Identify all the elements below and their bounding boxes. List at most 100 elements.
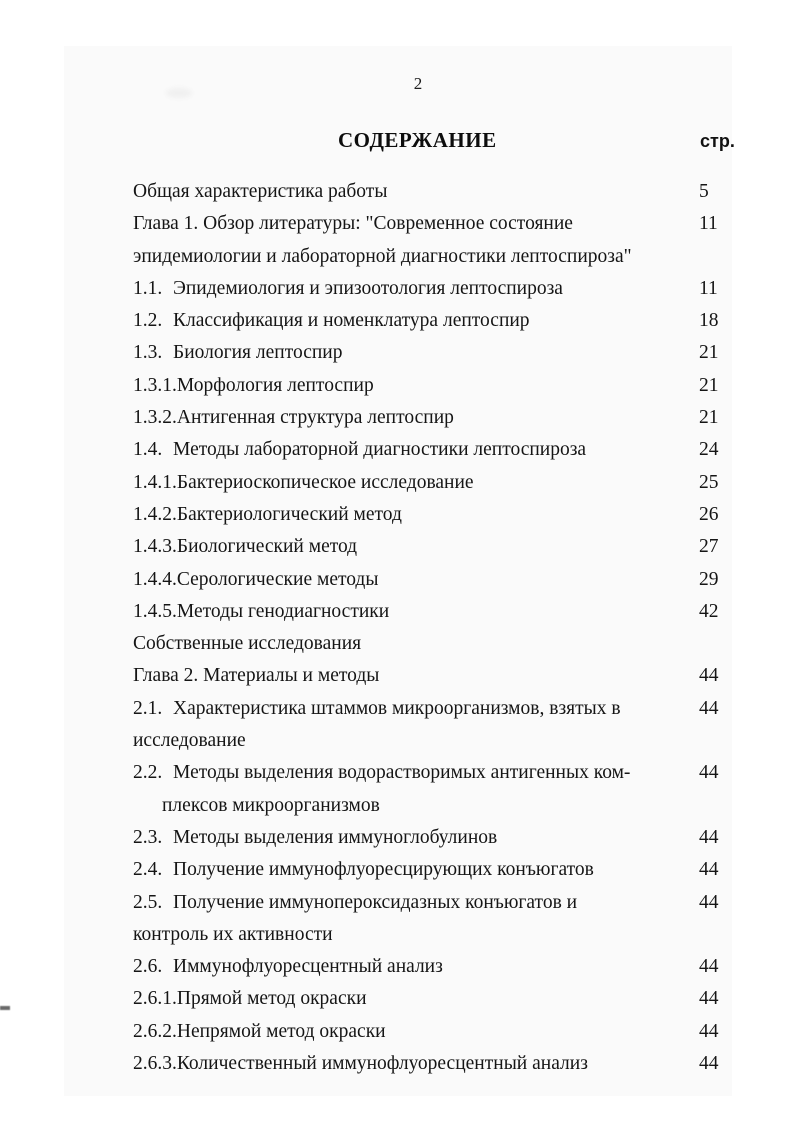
toc-entry-label: Биология лептоспир [173,342,343,364]
toc-entry-label: Бактериологический метод [176,503,402,525]
toc-entry-label: Антигенная структура лептоспир [176,407,454,429]
toc-entry-page: 21 [699,374,719,396]
toc-entry: 1.2. Классификация и номенклатура лептосп… [133,305,773,337]
toc-entry: 2.4. Получение иммунофлуоресцирующих конъ… [133,854,773,886]
toc-entry: 1.3. Биология лептоспир 21 [133,337,773,369]
toc-entry-label: Глава 1. Обзор литературы: "Современное … [133,213,573,235]
toc-entry-page: 44 [699,697,719,719]
toc-entry-number: 2.3. [133,826,163,848]
scan-smudge [166,88,192,98]
toc-entry: плексов микроорганизмов [133,790,773,822]
toc-entry-label: Морфология лептоспир [176,374,374,396]
toc-entry-number: 1.4.1. [133,471,177,493]
toc-entry-number: 2.2. [133,762,163,784]
pages-column-label: стр. [700,131,735,151]
toc-entry-page: 21 [699,342,719,364]
toc-entry-label: Эпидемиология и эпизоотология лептоспиро… [173,277,563,299]
toc-entry-number: 2.6.2. [133,1020,177,1042]
toc-entry: 2.1. Характеристика штаммов микроорганизм… [133,693,773,725]
toc-entry-number: 1.2. [133,310,163,332]
toc-entry: Общая характеристика работы 5 [133,176,773,208]
toc-entry-label: Классификация и номенклатура лептоспир [173,310,530,332]
toc-entry-label: плексов микроорганизмов [162,794,380,816]
toc-entry-label: Методы генодиагностики [176,600,390,622]
toc-entry-page: 44 [699,988,719,1010]
toc-entry: 2.2. Методы выделения водорастворимых ант… [133,757,773,789]
toc-entry-number: 1.4.3. [133,536,177,558]
toc-title: СОДЕРЖАНИЕ [338,128,497,152]
toc-entry-label: Собственные исследования [133,633,362,655]
toc-entry: 1.4.1.Бактериоскопическое исследование 2… [133,467,773,499]
toc-entry-label: эпидемиологии и лабораторной диагностики… [133,245,632,267]
toc-entry-label: Бактериоскопическое исследование [176,471,474,493]
toc-entry-number: 1.4.2. [133,503,177,525]
toc-entry: 1.1. Эпидемиология и эпизоотология лептос… [133,273,773,305]
toc-entry: исследование [133,725,773,757]
toc-entry-number: 2.6.1. [133,988,177,1010]
toc-entry-page: 42 [699,600,719,622]
toc-entry-number: 2.6. [133,956,163,978]
toc-entry-number: 1.4.5. [133,600,177,622]
toc-entry: 2.6.2.Непрямой метод окраски 44 [133,1016,773,1048]
toc-entry-page: 29 [699,568,719,590]
toc-entry-page: 11 [699,277,718,299]
toc-entry-page: 44 [699,891,719,913]
toc-entry-label: Глава 2. Материалы и методы [133,665,380,687]
toc-entry-number: 1.3.1. [133,374,177,396]
toc-entry-page: 44 [699,1053,719,1075]
toc-entry-label: Прямой метод окраски [176,988,367,1010]
toc-entry-number: 1.4. [133,439,163,461]
toc-entry-number: 1.1. [133,277,163,299]
page-number: 2 [413,74,423,93]
toc-entry-label: Характеристика штаммов микроорганизмов, … [173,697,621,719]
toc-entry-label: Методы лабораторной диагностики лептоспи… [173,439,587,461]
toc-entry-label: исследование [133,730,246,752]
scan-edge-artifact [0,1006,10,1010]
toc-entry-label: Методы выделения иммуноглобулинов [173,826,498,848]
toc-entry-label: Биологический метод [176,536,358,558]
toc-entry-page: 24 [699,439,719,461]
toc-entry: 1.4. Методы лабораторной диагностики лепт… [133,434,773,466]
toc-entry-label: Методы выделения водорастворимых антиген… [173,762,631,784]
toc-entry: 1.4.4.Серологические методы 29 [133,564,773,596]
toc-entry-number: 2.4. [133,859,163,881]
toc-entry: 1.3.2.Антигенная структура лептоспир 21 [133,402,773,434]
toc-entry-page: 44 [699,859,719,881]
toc-entry-page: 26 [699,503,719,525]
toc-entry: 1.3.1.Морфология лептоспир 21 [133,370,773,402]
toc-entry: Глава 1. Обзор литературы: "Современное … [133,208,773,240]
toc-entry-page: 44 [699,956,719,978]
toc-entry-number: 1.3.2. [133,407,177,429]
toc-entry-number: 2.5. [133,891,163,913]
toc-entry-number: 1.3. [133,342,163,364]
toc-entry-label: Серологические методы [176,568,379,590]
toc-entry: 2.6.1.Прямой метод окраски 44 [133,983,773,1015]
toc-entry: 1.4.2.Бактериологический метод 26 [133,499,773,531]
toc-entry-label: Непрямой метод окраски [176,1020,386,1042]
toc-entry: контроль их активности [133,919,773,951]
toc-entry-label: Иммунофлуоресцентный анализ [173,956,443,978]
toc-entry: 2.6.3.Количественный иммунофлуоресцентны… [133,1048,773,1080]
toc-entry-label: Получение иммунофлуоресцирующих конъюгат… [173,859,594,881]
toc-entry-page: 11 [699,213,718,235]
toc-entry-page: 44 [699,762,719,784]
toc-entry: 2.3. Методы выделения иммуноглобулинов 44 [133,822,773,854]
toc-entry-page: 27 [699,536,719,558]
toc-entry-page: 44 [699,826,719,848]
toc-entry: Собственные исследования [133,628,773,660]
toc-entry: эпидемиологии и лабораторной диагностики… [133,241,773,273]
toc-entry-label: Количественный иммунофлуоресцентный анал… [176,1053,588,1075]
toc-entry-page: 44 [699,1020,719,1042]
toc-entry: 1.4.3.Биологический метод 27 [133,531,773,563]
toc-entry-page: 21 [699,407,719,429]
toc-entry: 2.5. Получение иммунопероксидазных конъюг… [133,887,773,919]
toc-entry-number: 2.6.3. [133,1053,177,1075]
toc-entry-number: 1.4.4. [133,568,177,590]
toc-entry: Глава 2. Материалы и методы 44 [133,660,773,692]
toc-entry-label: Общая характеристика работы [133,181,388,202]
toc-list: Общая характеристика работы 5 Глава 1. О… [133,176,773,1080]
document-page [64,46,732,1096]
toc-entry-label: Получение иммунопероксидазных конъюгатов… [173,891,578,913]
toc-entry-page: 44 [699,665,719,687]
toc-entry-label: контроль их активности [133,923,333,945]
